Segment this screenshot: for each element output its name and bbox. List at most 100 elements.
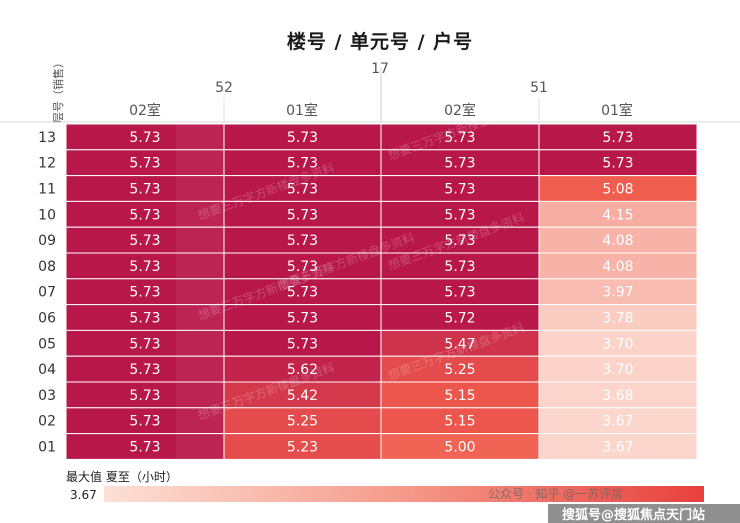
unit-divider-band bbox=[176, 124, 224, 460]
cell-value-12-2: 5.73 bbox=[444, 156, 475, 172]
unit-label-51: 51 bbox=[530, 80, 548, 96]
cell-value-06-1: 5.73 bbox=[287, 311, 318, 327]
legend-min-label: 3.67 bbox=[70, 488, 97, 502]
cell-value-08-2: 5.73 bbox=[444, 259, 475, 275]
cell-06-2 bbox=[380, 304, 540, 331]
room-label-52-01: 01室 bbox=[286, 102, 318, 119]
row-label-06: 06 bbox=[38, 311, 56, 327]
cell-01-3 bbox=[538, 433, 698, 460]
row-label-10: 10 bbox=[38, 207, 56, 223]
row-label-09: 09 bbox=[38, 233, 56, 249]
row-label-13: 13 bbox=[38, 130, 56, 146]
cell-value-03-3: 3.68 bbox=[602, 388, 633, 404]
cell-value-10-0: 5.73 bbox=[129, 207, 160, 223]
cell-value-11-2: 5.73 bbox=[444, 182, 475, 198]
platform-watermark: 公众号 · 知乎 @一苏评房 bbox=[488, 486, 623, 501]
cell-01-2 bbox=[380, 433, 540, 460]
cell-08-1 bbox=[223, 252, 382, 280]
cell-value-11-1: 5.73 bbox=[287, 182, 318, 198]
cell-07-1 bbox=[223, 278, 382, 306]
cell-value-09-0: 5.73 bbox=[129, 233, 160, 249]
cell-value-12-0: 5.73 bbox=[129, 156, 160, 172]
cell-09-1 bbox=[223, 226, 382, 254]
cell-09-2 bbox=[380, 226, 540, 254]
cell-value-11-3: 5.08 bbox=[602, 182, 633, 198]
cell-value-04-1: 5.62 bbox=[287, 362, 318, 378]
cell-09-3 bbox=[538, 226, 698, 254]
legend-title: 最大值 夏至（小时） bbox=[66, 469, 178, 484]
legend-gradient-bar bbox=[104, 486, 704, 502]
cell-05-3 bbox=[538, 329, 698, 357]
cell-02-3 bbox=[538, 407, 698, 435]
room-label-51-02: 02室 bbox=[444, 102, 476, 119]
cell-value-02-1: 5.25 bbox=[287, 414, 318, 430]
cell-value-02-0: 5.73 bbox=[129, 414, 160, 430]
cell-value-13-1: 5.73 bbox=[287, 130, 318, 146]
cell-value-13-3: 5.73 bbox=[602, 130, 633, 146]
cell-value-03-1: 5.42 bbox=[287, 388, 318, 404]
cell-10-0 bbox=[65, 200, 225, 228]
cell-value-07-0: 5.73 bbox=[129, 285, 160, 301]
cell-value-01-0: 5.73 bbox=[129, 440, 160, 456]
cell-02-1 bbox=[223, 407, 382, 435]
cell-value-01-1: 5.23 bbox=[287, 440, 318, 456]
cell-value-08-3: 4.08 bbox=[602, 259, 633, 275]
cell-value-09-3: 4.08 bbox=[602, 233, 633, 249]
cell-value-11-0: 5.73 bbox=[129, 182, 160, 198]
row-axis-title: 层号（销售） bbox=[51, 57, 65, 123]
row-label-02: 02 bbox=[38, 414, 56, 430]
cell-04-2 bbox=[380, 355, 540, 383]
source-watermark: 搜狐号@搜狐焦点天门站 bbox=[562, 507, 705, 523]
cell-11-3 bbox=[538, 175, 698, 202]
cell-05-1 bbox=[223, 329, 382, 357]
cell-12-2 bbox=[380, 149, 540, 177]
cell-03-1 bbox=[223, 381, 382, 409]
cell-10-3 bbox=[538, 200, 698, 228]
source-watermark-bg bbox=[548, 504, 740, 523]
cell-value-05-0: 5.73 bbox=[129, 336, 160, 352]
row-labels: 13 12 11 10 09 08 07 06 05 04 03 02 01 bbox=[38, 130, 56, 456]
cell-08-2 bbox=[380, 252, 540, 280]
cell-04-3 bbox=[538, 355, 698, 383]
cell-03-3 bbox=[538, 381, 698, 409]
chart-title: 楼号 / 单元号 / 户号 bbox=[287, 30, 473, 53]
row-label-04: 04 bbox=[38, 362, 56, 378]
building-label: 17 bbox=[371, 61, 389, 77]
cell-06-1 bbox=[223, 304, 382, 331]
cell-value-12-1: 5.73 bbox=[287, 156, 318, 172]
cell-02-2 bbox=[380, 407, 540, 435]
cell-value-02-3: 3.67 bbox=[602, 414, 633, 430]
cell-value-08-0: 5.73 bbox=[129, 259, 160, 275]
cell-value-01-3: 3.67 bbox=[602, 440, 633, 456]
cell-01-1 bbox=[223, 433, 382, 460]
cell-value-04-0: 5.73 bbox=[129, 362, 160, 378]
cell-12-3 bbox=[538, 149, 698, 177]
cell-10-2 bbox=[380, 200, 540, 228]
row-label-11: 11 bbox=[38, 182, 56, 198]
cell-value-10-3: 4.15 bbox=[602, 207, 633, 223]
cell-07-3 bbox=[538, 278, 698, 306]
cell-value-05-2: 5.47 bbox=[444, 336, 475, 352]
cell-value-05-3: 3.70 bbox=[602, 336, 633, 352]
cell-07-0 bbox=[65, 278, 225, 306]
cell-value-07-2: 5.73 bbox=[444, 285, 475, 301]
cell-value-12-3: 5.73 bbox=[602, 156, 633, 172]
cell-value-06-2: 5.72 bbox=[444, 311, 475, 327]
heatmap-cells: 5.73 5.73 5.73 5.73 5.73 5.73 5.73 5.73 5.73 5.73… bbox=[65, 123, 698, 460]
cell-value-08-1: 5.73 bbox=[287, 259, 318, 275]
cell-13-2 bbox=[380, 123, 540, 151]
cell-06-3 bbox=[538, 304, 698, 331]
cell-value-06-0: 5.73 bbox=[129, 311, 160, 327]
row-label-05: 05 bbox=[38, 336, 56, 352]
cell-05-2 bbox=[380, 329, 540, 357]
cell-value-13-0: 5.73 bbox=[129, 130, 160, 146]
cell-value-03-0: 5.73 bbox=[129, 388, 160, 404]
cell-value-04-2: 5.25 bbox=[444, 362, 475, 378]
cell-value-13-2: 5.73 bbox=[444, 130, 475, 146]
cell-11-0 bbox=[65, 175, 225, 202]
row-label-07: 07 bbox=[38, 285, 56, 301]
cell-04-1 bbox=[223, 355, 382, 383]
unit-label-52: 52 bbox=[215, 80, 233, 96]
cell-value-10-1: 5.73 bbox=[287, 207, 318, 223]
